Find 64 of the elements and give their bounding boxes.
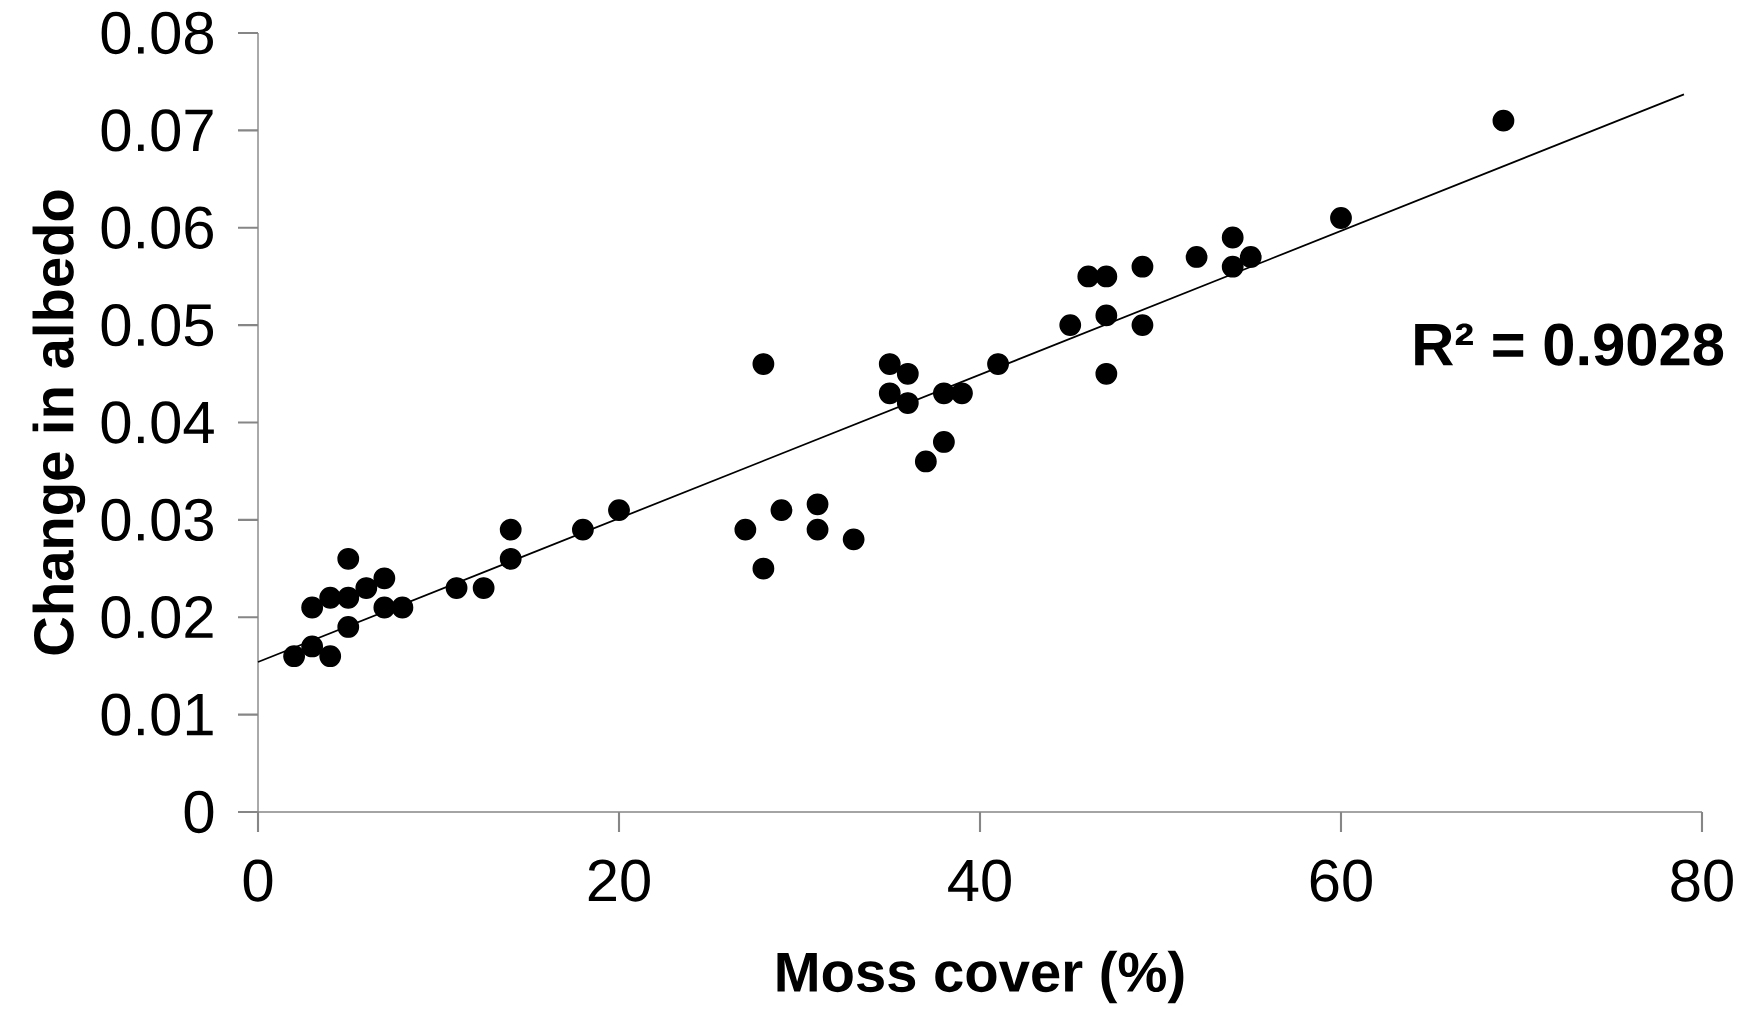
point [752, 557, 775, 580]
point [355, 577, 378, 599]
point [373, 567, 396, 590]
point [283, 645, 306, 668]
point [734, 518, 757, 541]
point [1131, 255, 1154, 278]
x-tick-label: 0 [243, 859, 273, 902]
y-tick-label: 0.01 [101, 693, 213, 736]
point [914, 450, 937, 473]
point [806, 518, 829, 541]
point [878, 382, 901, 405]
point [445, 577, 468, 599]
point [391, 596, 414, 619]
y-axis-title: Change in albedo [32, 190, 86, 655]
x-tick-label: 60 [1310, 859, 1372, 902]
point [499, 518, 522, 541]
point [1095, 362, 1118, 385]
point [1239, 246, 1262, 268]
point [337, 616, 360, 638]
point [337, 586, 360, 609]
point [770, 499, 793, 522]
x-axis-title: Moss cover (%) [777, 950, 1184, 1004]
point [319, 586, 342, 609]
x-tick-label: 80 [1671, 859, 1733, 902]
point [301, 596, 324, 619]
point [301, 635, 324, 658]
point [878, 353, 901, 375]
point [932, 431, 955, 453]
point [1131, 314, 1154, 337]
point [572, 518, 594, 541]
y-tick-label: 0 [184, 790, 214, 834]
point [951, 382, 973, 405]
y-tick-label: 0.08 [101, 11, 213, 55]
x-tick-label: 40 [948, 859, 1011, 902]
point [472, 577, 495, 599]
point [1330, 207, 1352, 229]
y-tick-label: 0.06 [101, 206, 213, 249]
point [1077, 265, 1100, 288]
point [932, 382, 955, 405]
point [752, 353, 775, 375]
y-tick-label: 0.07 [101, 109, 213, 152]
point [319, 645, 342, 668]
point [806, 493, 829, 516]
point [896, 362, 919, 385]
y-tick-label: 0.05 [101, 303, 214, 347]
point [1059, 314, 1082, 337]
y-tick-label: 0.04 [101, 401, 214, 444]
annotation: R² = 0.9028 [1415, 323, 1724, 366]
point [1221, 226, 1244, 249]
point [1095, 265, 1118, 288]
point [1095, 304, 1118, 327]
x-tick-label: 20 [588, 859, 650, 902]
point [337, 547, 360, 570]
point [896, 392, 919, 414]
point [608, 499, 630, 522]
point [1185, 246, 1208, 268]
point [1221, 255, 1244, 278]
point [373, 596, 396, 619]
point [1492, 109, 1515, 132]
point [987, 353, 1009, 375]
point [499, 547, 522, 570]
y-tick-label: 0.02 [101, 596, 213, 639]
y-tick-label: 0.03 [101, 498, 213, 542]
point [842, 528, 865, 551]
